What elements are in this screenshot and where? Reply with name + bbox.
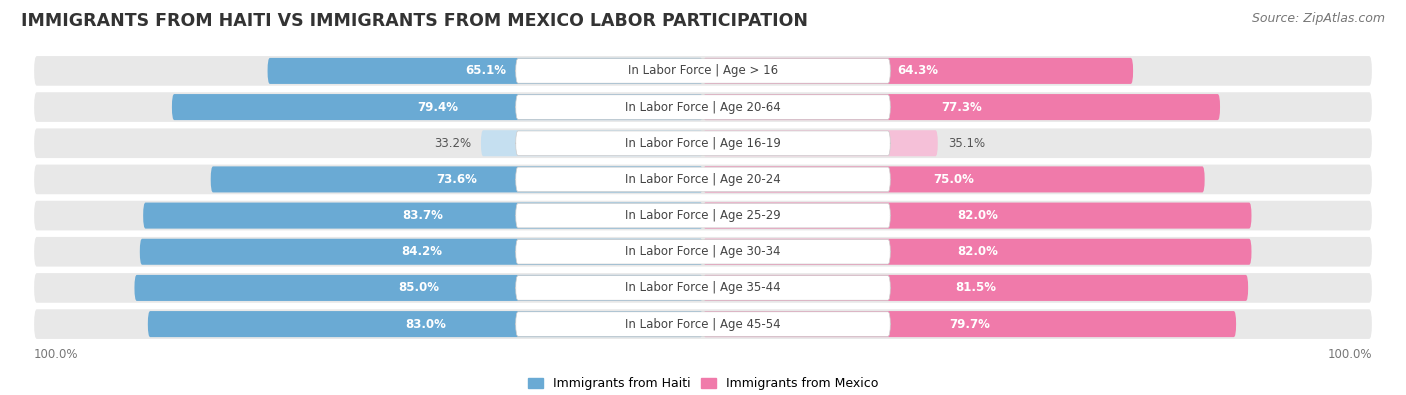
Text: In Labor Force | Age 16-19: In Labor Force | Age 16-19 <box>626 137 780 150</box>
FancyBboxPatch shape <box>703 94 1220 120</box>
Text: 79.7%: 79.7% <box>949 318 990 331</box>
Text: Source: ZipAtlas.com: Source: ZipAtlas.com <box>1251 12 1385 25</box>
FancyBboxPatch shape <box>516 312 890 337</box>
Text: 82.0%: 82.0% <box>957 245 998 258</box>
FancyBboxPatch shape <box>703 130 938 156</box>
Text: 33.2%: 33.2% <box>434 137 471 150</box>
FancyBboxPatch shape <box>34 128 1372 158</box>
Text: 64.3%: 64.3% <box>897 64 939 77</box>
Text: In Labor Force | Age 30-34: In Labor Force | Age 30-34 <box>626 245 780 258</box>
Text: 84.2%: 84.2% <box>401 245 441 258</box>
Text: 65.1%: 65.1% <box>465 64 506 77</box>
Text: 73.6%: 73.6% <box>436 173 477 186</box>
Text: 35.1%: 35.1% <box>948 137 986 150</box>
FancyBboxPatch shape <box>703 239 1251 265</box>
FancyBboxPatch shape <box>34 201 1372 230</box>
FancyBboxPatch shape <box>516 95 890 119</box>
FancyBboxPatch shape <box>516 203 890 228</box>
Text: 75.0%: 75.0% <box>934 173 974 186</box>
FancyBboxPatch shape <box>34 309 1372 339</box>
FancyBboxPatch shape <box>516 58 890 83</box>
FancyBboxPatch shape <box>139 239 703 265</box>
FancyBboxPatch shape <box>703 58 1133 84</box>
Text: In Labor Force | Age 25-29: In Labor Force | Age 25-29 <box>626 209 780 222</box>
Text: In Labor Force | Age 20-24: In Labor Force | Age 20-24 <box>626 173 780 186</box>
Text: In Labor Force | Age 35-44: In Labor Force | Age 35-44 <box>626 281 780 294</box>
Text: In Labor Force | Age 20-64: In Labor Force | Age 20-64 <box>626 101 780 114</box>
Text: 82.0%: 82.0% <box>957 209 998 222</box>
FancyBboxPatch shape <box>34 56 1372 86</box>
Text: In Labor Force | Age > 16: In Labor Force | Age > 16 <box>628 64 778 77</box>
FancyBboxPatch shape <box>34 237 1372 267</box>
FancyBboxPatch shape <box>34 273 1372 303</box>
FancyBboxPatch shape <box>703 275 1249 301</box>
FancyBboxPatch shape <box>516 239 890 264</box>
Text: 81.5%: 81.5% <box>955 281 995 294</box>
FancyBboxPatch shape <box>516 167 890 192</box>
FancyBboxPatch shape <box>516 131 890 156</box>
FancyBboxPatch shape <box>481 130 703 156</box>
Text: 85.0%: 85.0% <box>398 281 439 294</box>
FancyBboxPatch shape <box>34 165 1372 194</box>
FancyBboxPatch shape <box>703 311 1236 337</box>
FancyBboxPatch shape <box>267 58 703 84</box>
Text: 77.3%: 77.3% <box>941 101 981 114</box>
FancyBboxPatch shape <box>211 166 703 192</box>
Text: In Labor Force | Age 45-54: In Labor Force | Age 45-54 <box>626 318 780 331</box>
Text: 100.0%: 100.0% <box>1327 348 1372 361</box>
FancyBboxPatch shape <box>135 275 703 301</box>
FancyBboxPatch shape <box>143 203 703 229</box>
Text: 83.7%: 83.7% <box>402 209 443 222</box>
Text: IMMIGRANTS FROM HAITI VS IMMIGRANTS FROM MEXICO LABOR PARTICIPATION: IMMIGRANTS FROM HAITI VS IMMIGRANTS FROM… <box>21 12 808 30</box>
FancyBboxPatch shape <box>34 92 1372 122</box>
FancyBboxPatch shape <box>703 203 1251 229</box>
Text: 100.0%: 100.0% <box>34 348 79 361</box>
Text: 83.0%: 83.0% <box>405 318 446 331</box>
FancyBboxPatch shape <box>172 94 703 120</box>
FancyBboxPatch shape <box>516 276 890 300</box>
FancyBboxPatch shape <box>703 166 1205 192</box>
Legend: Immigrants from Haiti, Immigrants from Mexico: Immigrants from Haiti, Immigrants from M… <box>523 372 883 395</box>
Text: 79.4%: 79.4% <box>418 101 458 114</box>
FancyBboxPatch shape <box>148 311 703 337</box>
